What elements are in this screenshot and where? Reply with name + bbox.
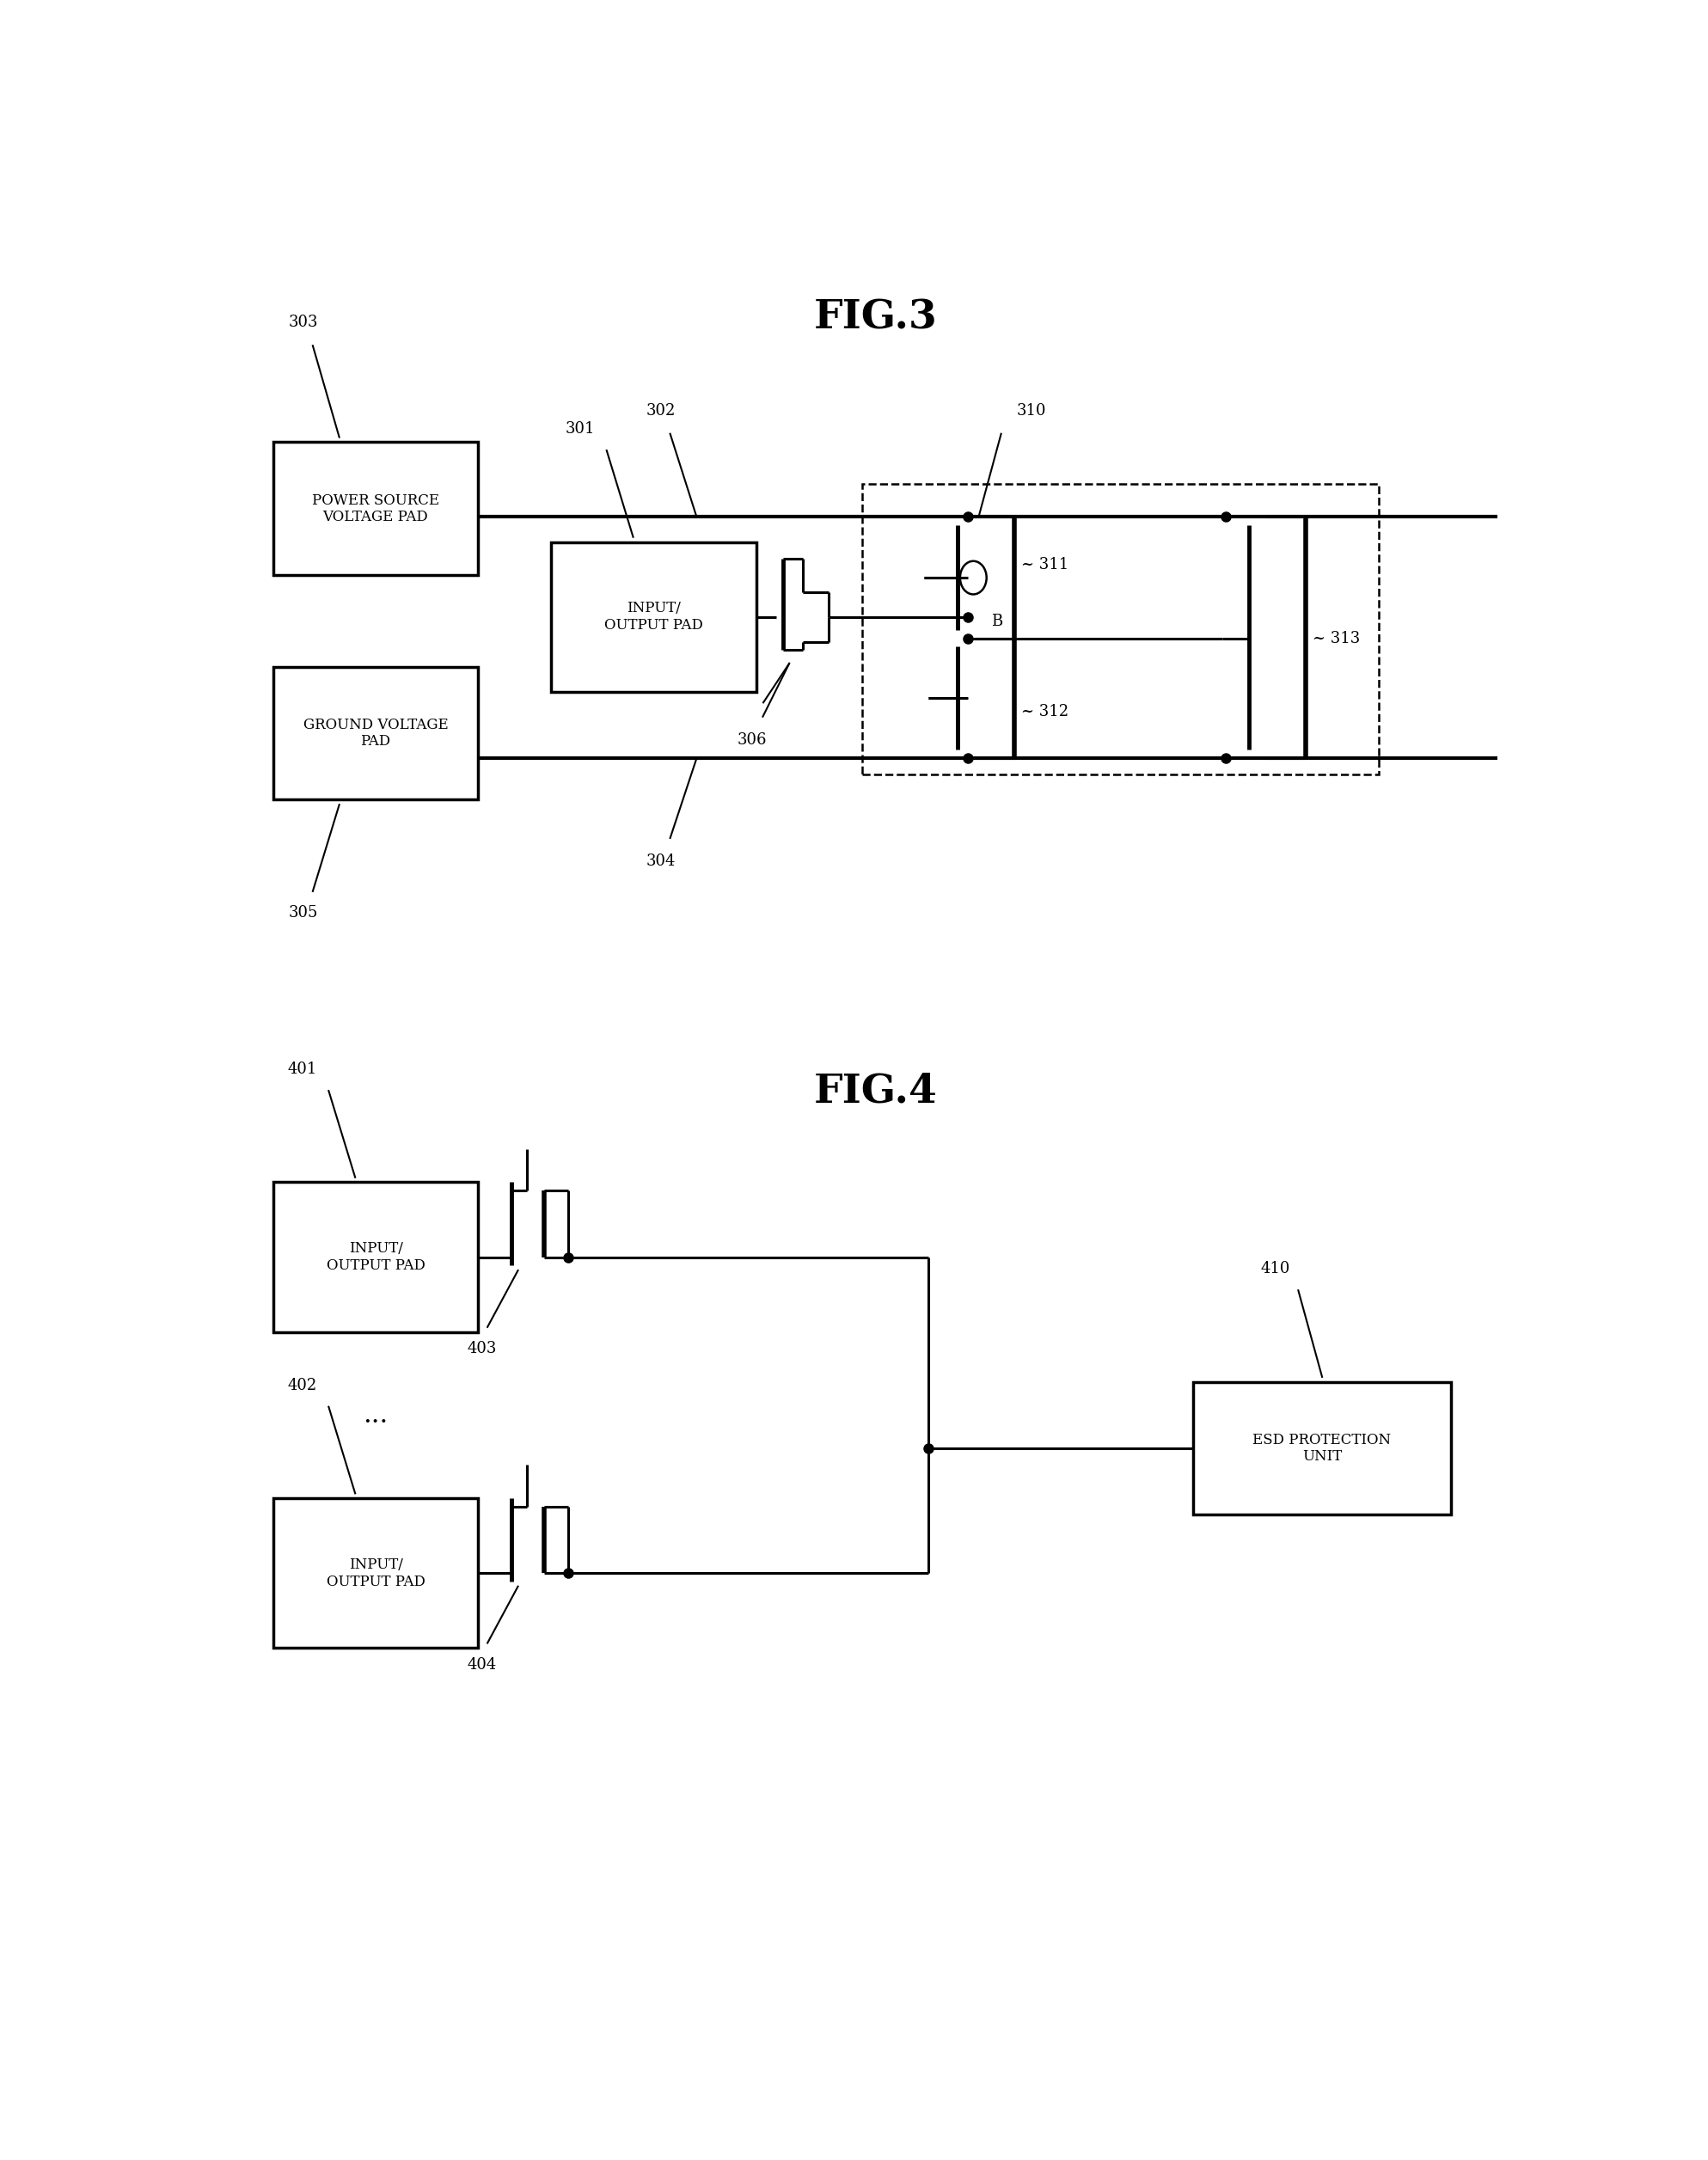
Text: ...: ... [364,1402,388,1428]
Bar [273,443,478,575]
Text: B: B [991,613,1003,629]
Text: 303: 303 [289,315,318,330]
Text: FIG.4: FIG.4 [813,1071,938,1110]
Text: ~ 312: ~ 312 [1021,704,1068,719]
Bar [1192,1382,1452,1514]
Bar [273,1499,478,1648]
Text: POWER SOURCE
VOLTAGE PAD: POWER SOURCE VOLTAGE PAD [313,492,439,525]
Text: INPUT/
OUTPUT PAD: INPUT/ OUTPUT PAD [605,600,704,633]
Text: FIG.3: FIG.3 [813,298,938,337]
Text: 410: 410 [1261,1261,1291,1277]
Text: 302: 302 [646,402,676,419]
Text: ~ 311: ~ 311 [1021,557,1069,572]
Text: 305: 305 [289,905,318,920]
Text: 310: 310 [1016,402,1047,419]
Text: 306: 306 [738,732,767,747]
Text: ESD PROTECTION
UNIT: ESD PROTECTION UNIT [1254,1432,1392,1464]
Bar [273,1182,478,1333]
Text: 401: 401 [287,1061,318,1078]
Text: 301: 301 [565,421,594,436]
Bar [552,542,757,691]
Text: 402: 402 [287,1378,318,1393]
Text: INPUT/
OUTPUT PAD: INPUT/ OUTPUT PAD [326,1242,425,1272]
Text: 403: 403 [468,1341,497,1356]
Bar [273,667,478,799]
Text: 304: 304 [646,853,676,868]
Text: INPUT/
OUTPUT PAD: INPUT/ OUTPUT PAD [326,1557,425,1590]
Bar [863,484,1378,775]
Text: ~ 313: ~ 313 [1312,631,1360,646]
Text: GROUND VOLTAGE
PAD: GROUND VOLTAGE PAD [302,717,447,750]
Text: 404: 404 [468,1657,497,1672]
